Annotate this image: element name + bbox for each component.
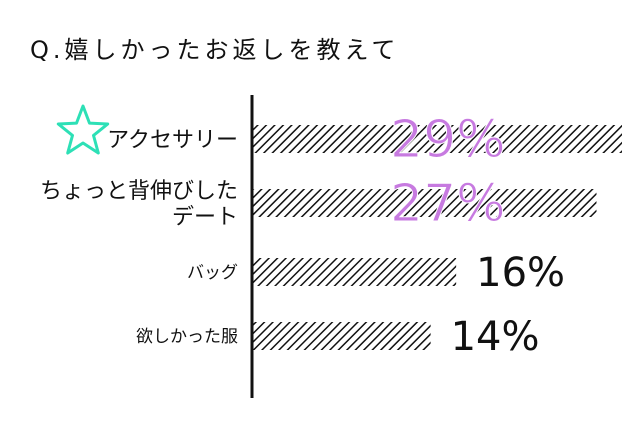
chart-title: Q.嬉しかったお返しを教えて bbox=[30, 36, 400, 64]
category-label: ちょっと背伸びしたデート bbox=[40, 179, 238, 230]
value-label: 16% bbox=[476, 250, 565, 296]
bar bbox=[252, 322, 431, 350]
value-label: 29% bbox=[390, 110, 506, 170]
value-label: 14% bbox=[451, 314, 540, 360]
value-label: 27% bbox=[390, 174, 506, 234]
star-icon bbox=[56, 104, 110, 155]
bar bbox=[252, 125, 622, 153]
bar bbox=[252, 189, 597, 217]
bar bbox=[252, 258, 457, 286]
category-label: 欲しかった服 bbox=[136, 327, 238, 347]
category-label: バッグ bbox=[187, 263, 238, 283]
category-label: アクセサリー bbox=[107, 128, 238, 153]
